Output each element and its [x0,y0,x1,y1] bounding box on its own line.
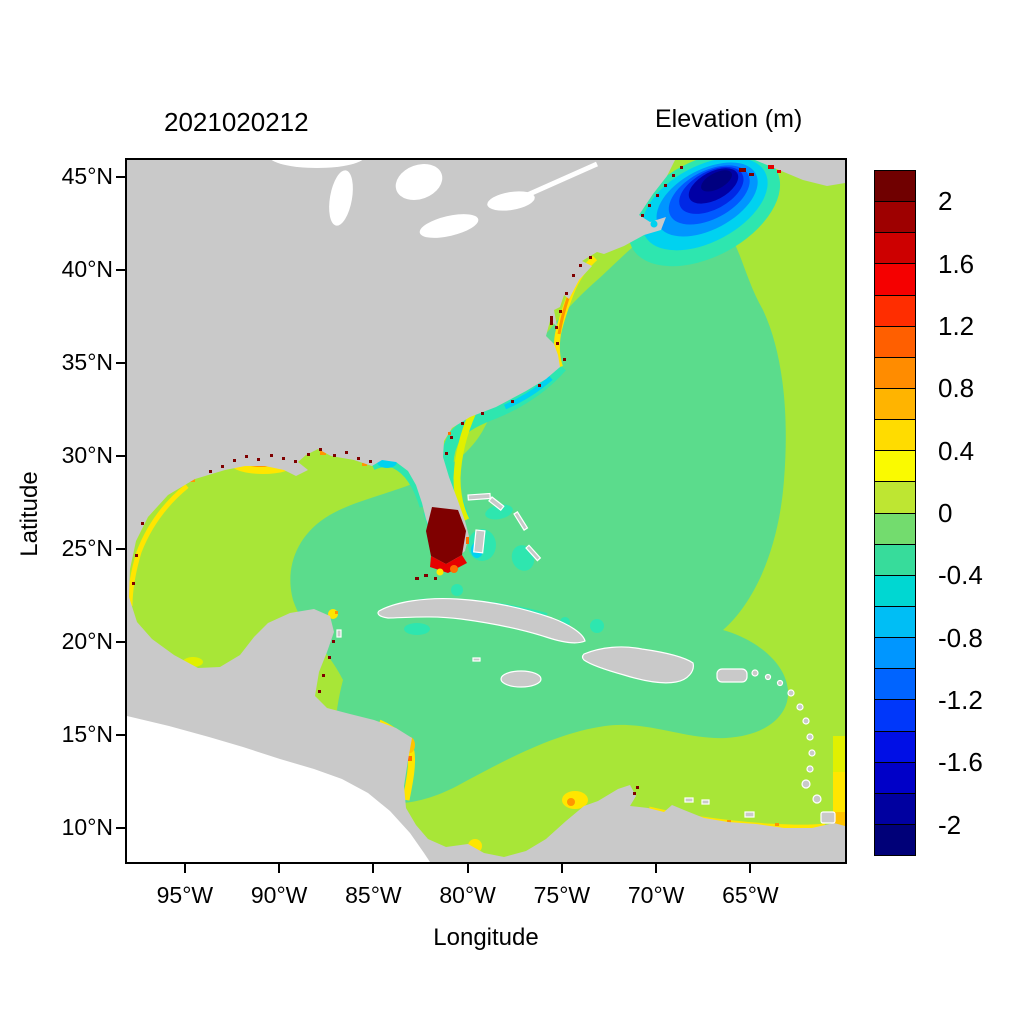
x-tick-mark [655,864,658,873]
colorbar-cell [875,792,915,824]
colorbar-cell [875,232,915,264]
y-tick-label: 30°N [61,441,113,468]
colorbar-tick-label: 0 [938,498,953,528]
y-tick-mark [116,733,125,736]
colorbar-title: Elevation (m) [655,105,803,133]
colorbar-tick-label: 0.4 [938,435,975,466]
x-tick-label: 75°W [533,882,591,908]
y-tick-mark [116,361,125,364]
colorbar-cell [875,699,915,731]
elevation-heatmap-map [127,160,845,862]
colorbar-cell [875,387,915,420]
y-tick-label: 40°N [61,255,113,282]
colorbar-cell [875,356,915,388]
colorbar-tick-label: -0.4 [938,560,983,591]
y-tick-mark [116,454,125,457]
islands [336,492,836,824]
y-tick-mark [116,826,125,829]
y-tick-mark [116,175,125,178]
colorbar [874,170,916,856]
colorbar-cell [875,325,915,357]
colorbar-cell [875,761,915,793]
y-tick-mark [116,547,125,550]
colorbar-cell [875,294,915,326]
colorbar-tick-label: 1.2 [938,310,975,341]
x-tick-label: 95°W [156,882,214,908]
coastal-wet-cells [132,165,781,795]
colorbar-cell [875,668,915,700]
map-plot-frame [125,158,847,864]
colorbar-tick-label: 2 [938,186,953,217]
colorbar-cell [875,419,915,451]
colorbar-tick-label: 1.6 [938,248,975,279]
colorbar-cell [875,823,915,856]
colorbar-cell [875,263,915,295]
colorbar-cell [875,201,915,233]
colorbar-cell [875,512,915,544]
y-tick-mark [116,640,125,643]
y-tick-label: 25°N [61,534,113,561]
colorbar-tick-label: -1.6 [938,747,983,778]
x-tick-mark [372,864,375,873]
x-tick-label: 90°W [250,882,308,908]
x-tick-mark [560,864,563,873]
x-tick-mark [749,864,752,873]
y-tick-label: 35°N [61,348,113,375]
x-axis-title: Longitude [433,924,539,951]
colorbar-cell [875,543,915,575]
colorbar-cell [875,481,915,513]
x-tick-label: 70°W [627,882,685,908]
y-tick-label: 15°N [61,720,113,747]
colorbar-cell [875,450,915,482]
x-tick-mark [278,864,281,873]
colorbar-tick-label: -0.8 [938,622,983,653]
colorbar-tick-label: 0.8 [938,373,975,404]
colorbar-tick-label: -1.2 [938,685,983,716]
x-tick-mark [466,864,469,873]
timestamp-title: 2021020212 [164,107,309,137]
colorbar-cell [875,574,915,606]
y-tick-label: 20°N [61,627,113,654]
x-tick-label: 80°W [439,882,496,908]
colorbar-cell [875,637,915,669]
y-tick-mark [116,268,125,271]
colorbar-cell [875,171,915,202]
x-tick-mark [183,864,186,873]
x-tick-label: 85°W [345,882,402,908]
colorbar-tick-label: -2 [938,809,962,840]
y-tick-label: 45°N [61,162,113,189]
colorbar-cell [875,605,915,638]
colorbar-cell [875,730,915,762]
land-layer [127,160,845,862]
x-tick-label: 65°W [722,882,779,908]
y-tick-label: 10°N [61,813,113,840]
south-florida-positive-anomaly [426,507,469,576]
gulf-of-maine-negative-anomaly [628,160,781,267]
